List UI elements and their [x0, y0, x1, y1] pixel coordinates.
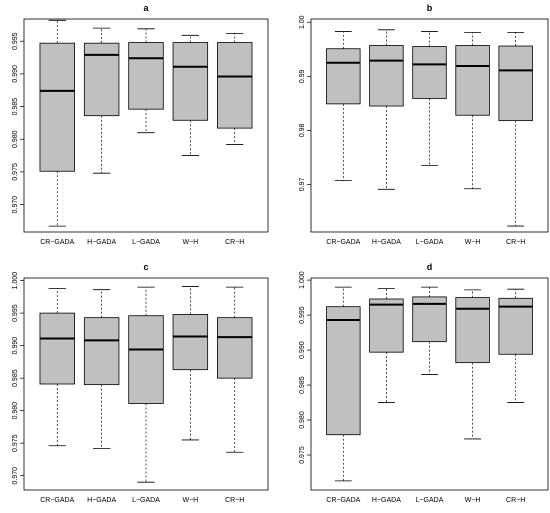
box-2 [83, 289, 120, 449]
iqr-box [39, 42, 75, 172]
plot-frame [23, 18, 269, 233]
y-tick-label: 1.000 [12, 272, 19, 290]
box-4 [172, 34, 209, 156]
category-label: CR−H [506, 497, 525, 504]
y-tick-label: 0.995 [299, 306, 306, 324]
y-tick-label: 0.98 [299, 123, 306, 137]
box-3 [412, 286, 447, 375]
category-label: CR−H [225, 239, 244, 246]
box-4 [172, 286, 209, 441]
y-tick-label: 0.990 [12, 65, 19, 83]
y-tick-label: 0.97 [299, 178, 306, 192]
y-tick-label: 0.99 [299, 69, 306, 83]
category-label: W−H [182, 497, 198, 504]
category-label: W−H [182, 239, 198, 246]
box-3 [412, 31, 447, 166]
category-label: CR−GADA [326, 497, 360, 504]
y-tick-label: 0.980 [299, 411, 306, 429]
iqr-box [172, 42, 209, 121]
category-label: W−H [465, 497, 481, 504]
y-tick-label: 0.975 [299, 446, 306, 464]
iqr-box [217, 317, 253, 379]
y-tick-label: 0.985 [12, 98, 19, 116]
iqr-box [326, 48, 361, 105]
y-tick-label: 0.985 [299, 376, 306, 394]
iqr-box [412, 46, 447, 99]
y-tick-label: 1.00 [299, 15, 306, 29]
y-tick-label: 0.980 [12, 402, 19, 420]
box-2 [83, 27, 120, 174]
category-label: CR−GADA [326, 239, 360, 246]
box-5 [498, 32, 533, 227]
plot-frame [310, 18, 549, 233]
iqr-box [455, 45, 490, 116]
iqr-box [455, 297, 490, 364]
y-tick-label: 0.985 [12, 369, 19, 387]
category-label: L−GADA [416, 497, 444, 504]
box-1 [39, 19, 75, 227]
category-label: L−GADA [132, 497, 160, 504]
iqr-box [369, 45, 404, 107]
category-label: L−GADA [132, 239, 160, 246]
box-3 [128, 286, 164, 483]
iqr-box [217, 42, 253, 129]
y-tick-label: 0.990 [299, 341, 306, 359]
category-label: H−GADA [87, 497, 116, 504]
y-tick-label: 0.980 [12, 130, 19, 148]
panel-d: d 0.975 0.980 0.985 0.990 0.995 1.000 CR−GADA H−… [299, 262, 549, 504]
box-1 [326, 31, 361, 182]
category-label: CR−H [506, 239, 525, 246]
box-2 [369, 288, 404, 403]
plot-frame [23, 277, 269, 491]
panel-title: b [427, 3, 433, 13]
box-5 [217, 286, 253, 453]
plot-frame [310, 277, 549, 491]
box-1 [39, 288, 75, 447]
panel-a: a 0.970 0.975 0.980 0.985 0.990 0.995 CR−GADA H−… [12, 3, 269, 246]
box-4 [455, 32, 490, 190]
panel-title: a [143, 3, 149, 13]
iqr-box [83, 317, 120, 386]
iqr-box [39, 312, 75, 385]
box-1 [326, 286, 361, 482]
category-label: L−GADA [416, 239, 444, 246]
y-tick-label: 0.975 [12, 163, 19, 181]
panel-b: b 0.97 0.98 0.99 1.00 CR−GADA H−GADA L−GADA W−H C… [299, 3, 549, 246]
box-2 [369, 29, 404, 190]
iqr-box [369, 298, 404, 353]
box-5 [498, 288, 533, 403]
y-tick-label: 0.995 [12, 304, 19, 322]
box-3 [128, 28, 164, 134]
panel-title: c [143, 262, 148, 272]
y-tick-label: 0.990 [12, 337, 19, 355]
y-tick-label: 0.975 [12, 434, 19, 452]
category-label: H−GADA [372, 497, 401, 504]
box-4 [455, 289, 490, 440]
iqr-box [498, 45, 533, 122]
category-label: H−GADA [87, 239, 116, 246]
box-5 [217, 32, 253, 145]
category-label: H−GADA [372, 239, 401, 246]
y-tick-label: 0.970 [12, 467, 19, 485]
iqr-box [326, 306, 361, 436]
y-tick-label: 0.995 [12, 32, 19, 50]
category-label: W−H [465, 239, 481, 246]
iqr-box [128, 42, 164, 110]
y-tick-label: 1.000 [299, 271, 306, 289]
panel-c: c 0.970 0.975 0.980 0.985 0.990 0.995 1.000 CR−G… [12, 262, 269, 504]
category-label: CR−GADA [40, 497, 74, 504]
category-label: CR−GADA [40, 239, 74, 246]
panel-title: d [427, 262, 433, 272]
category-label: CR−H [225, 497, 244, 504]
iqr-box [172, 314, 209, 371]
y-tick-label: 0.970 [12, 196, 19, 214]
iqr-box [128, 315, 164, 404]
